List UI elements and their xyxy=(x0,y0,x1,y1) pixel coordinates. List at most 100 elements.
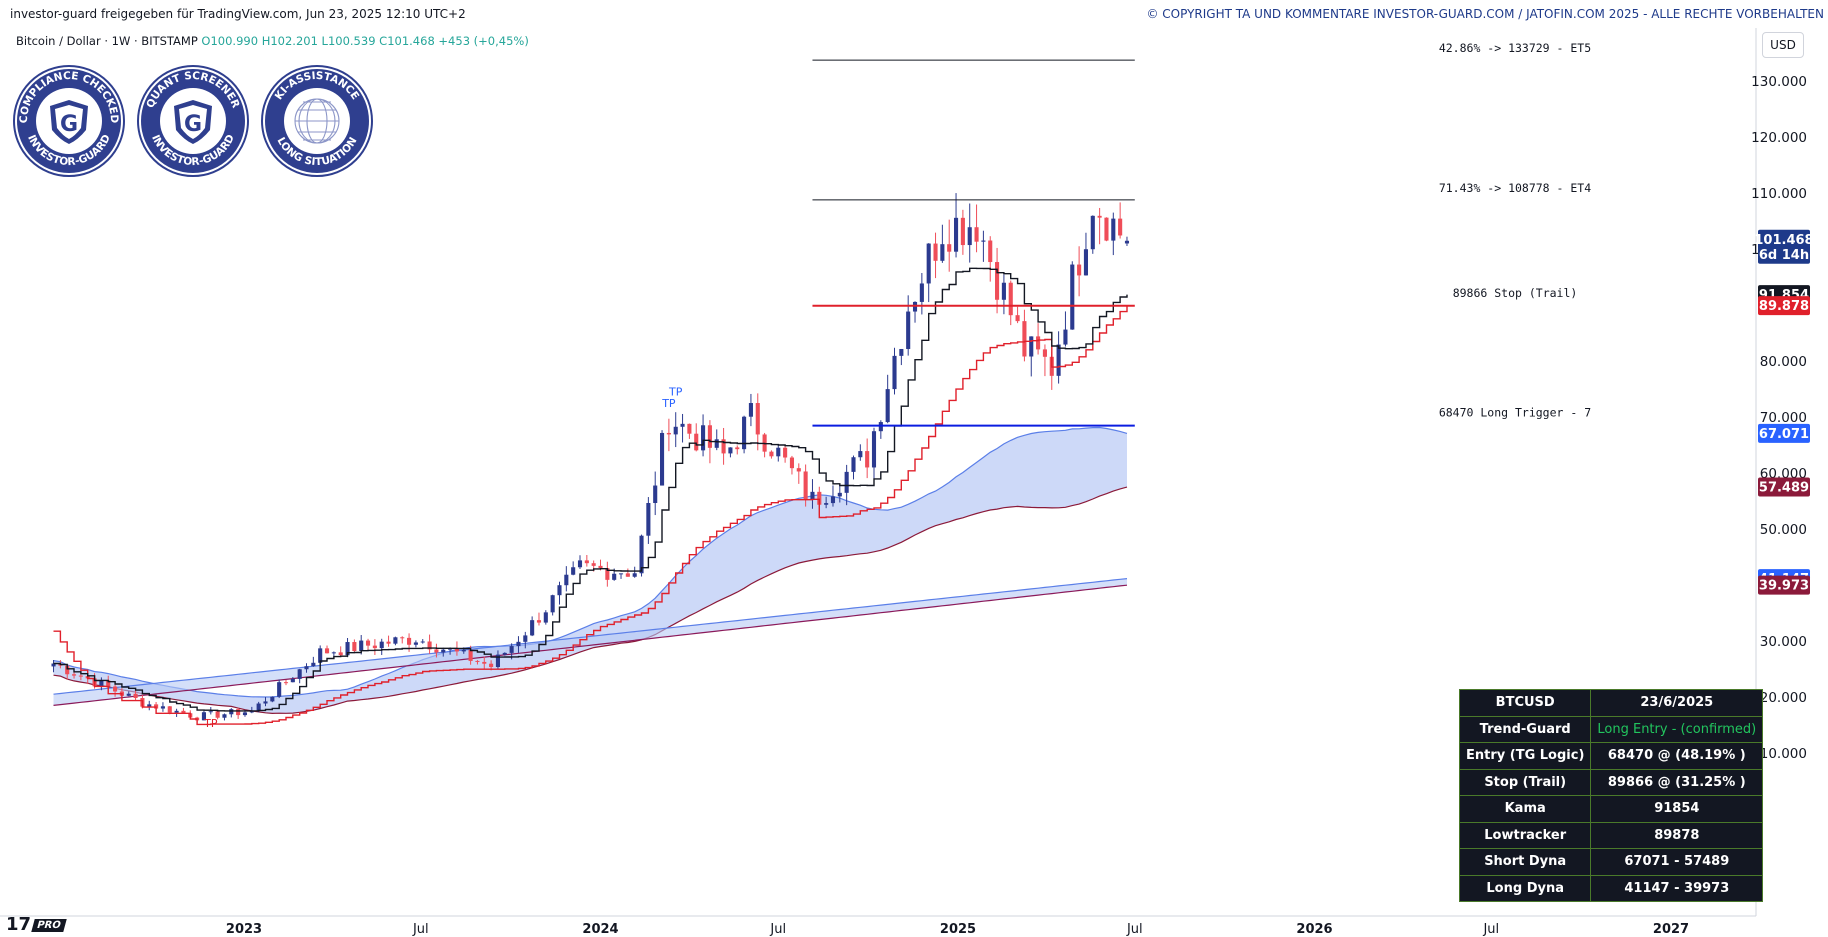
y-tick-label: 10.000 xyxy=(1760,746,1807,762)
candle xyxy=(543,612,548,623)
info-value: 68470 @ (48.19% ) xyxy=(1590,742,1764,770)
candle xyxy=(653,485,658,504)
candle xyxy=(1036,336,1041,350)
candle xyxy=(229,709,234,715)
candle xyxy=(1124,240,1130,244)
candle xyxy=(434,649,439,653)
candle xyxy=(742,416,747,450)
symbol-legend[interactable]: Bitcoin / Dollar · 1W · BITSTAMP O100.99… xyxy=(16,34,529,48)
info-value: 89878 xyxy=(1590,821,1764,849)
short-dyna-lower xyxy=(53,486,1128,715)
candle xyxy=(1111,218,1116,241)
candle xyxy=(489,663,494,667)
candle xyxy=(256,703,261,711)
candle xyxy=(871,431,877,468)
candle xyxy=(1008,282,1013,316)
candle xyxy=(618,573,624,575)
candle xyxy=(796,468,801,472)
price-tag: 57.489 xyxy=(1758,477,1810,497)
x-tick-label: 2026 xyxy=(1296,922,1332,937)
candle xyxy=(208,711,213,713)
candle xyxy=(577,560,583,568)
candle xyxy=(1029,336,1034,357)
candle xyxy=(625,573,630,577)
candle xyxy=(605,568,610,580)
candle xyxy=(71,674,77,676)
candle xyxy=(571,567,576,575)
ohlc-open: O100.990 xyxy=(201,34,259,48)
candle xyxy=(830,496,836,504)
candle xyxy=(714,439,719,448)
candle xyxy=(707,425,712,448)
x-tick-label: 2027 xyxy=(1653,922,1689,937)
candle xyxy=(1083,249,1089,276)
svg-text:67.071: 67.071 xyxy=(1759,427,1809,442)
candle xyxy=(906,311,911,349)
ki-badge: KI-ASSISTANCE LONG SITUATION xyxy=(261,65,373,177)
candle xyxy=(1104,217,1109,241)
level-label: 42.86% -> 133729 - ET5 xyxy=(1439,41,1591,55)
candle xyxy=(824,503,829,505)
price-tag: 39.973 xyxy=(1758,575,1810,595)
candle xyxy=(468,649,473,661)
candle xyxy=(379,641,384,649)
x-tick-label: 2024 xyxy=(582,922,618,937)
x-tick-label: Jul xyxy=(769,922,786,937)
info-key: BTCUSD xyxy=(1458,689,1592,717)
candle xyxy=(803,471,808,500)
info-value: Long Entry - (confirmed) xyxy=(1590,715,1764,743)
currency-button[interactable]: USD xyxy=(1762,32,1804,58)
candle xyxy=(242,712,248,716)
candle xyxy=(865,451,870,468)
candle xyxy=(359,640,364,652)
candle xyxy=(755,403,760,435)
candle xyxy=(967,227,972,246)
candle xyxy=(858,451,863,458)
candle xyxy=(454,648,459,652)
long-dyna-upper xyxy=(53,578,1128,695)
candle xyxy=(133,693,138,699)
candle xyxy=(475,660,480,662)
info-value: 67071 - 57489 xyxy=(1590,848,1764,876)
g-shield-icon: G xyxy=(174,100,212,144)
info-row: Kama 91854 xyxy=(1458,795,1764,823)
candle xyxy=(789,457,795,469)
y-tick-label: 130.000 xyxy=(1751,74,1807,90)
candle xyxy=(632,573,637,577)
candle xyxy=(290,678,295,683)
info-row: Lowtracker 89878 xyxy=(1458,821,1764,849)
candle xyxy=(413,642,418,645)
candle xyxy=(680,423,685,427)
info-table: BTCUSD 23/6/2025 Trend-Guard Long Entry - (… xyxy=(1458,689,1764,902)
quant-badge: QUANT SCREENER INVESTOR-GUARD G xyxy=(137,65,249,177)
svg-text:G: G xyxy=(184,112,202,137)
x-tick-label: 2023 xyxy=(226,922,262,937)
candle xyxy=(270,696,275,702)
ohlc-close: C101.468 xyxy=(379,34,435,48)
candle xyxy=(495,654,501,667)
candle xyxy=(701,425,706,451)
info-key: Entry (TG Logic) xyxy=(1458,742,1592,770)
candle xyxy=(851,457,856,472)
candle xyxy=(393,637,398,644)
candle xyxy=(953,217,959,252)
candle xyxy=(1063,329,1068,345)
tradingview-logo[interactable]: 17 PRO xyxy=(6,914,67,935)
tp-marker: TP xyxy=(668,386,683,399)
info-row: Entry (TG Logic) 68470 @ (48.19% ) xyxy=(1458,742,1764,770)
share-info: investor-guard freigegeben für TradingVi… xyxy=(10,7,466,21)
candle xyxy=(892,355,897,390)
candle xyxy=(331,652,336,654)
candle xyxy=(673,426,678,435)
candle xyxy=(461,649,466,652)
candle xyxy=(947,244,952,252)
candle xyxy=(926,243,931,284)
candle xyxy=(147,704,152,707)
candle xyxy=(810,491,815,500)
top-bar: investor-guard freigegeben für TradingVi… xyxy=(0,0,1828,28)
candle xyxy=(160,706,165,709)
y-tick-label: 20.000 xyxy=(1760,690,1807,706)
price-tag: 67.071 xyxy=(1758,423,1810,443)
